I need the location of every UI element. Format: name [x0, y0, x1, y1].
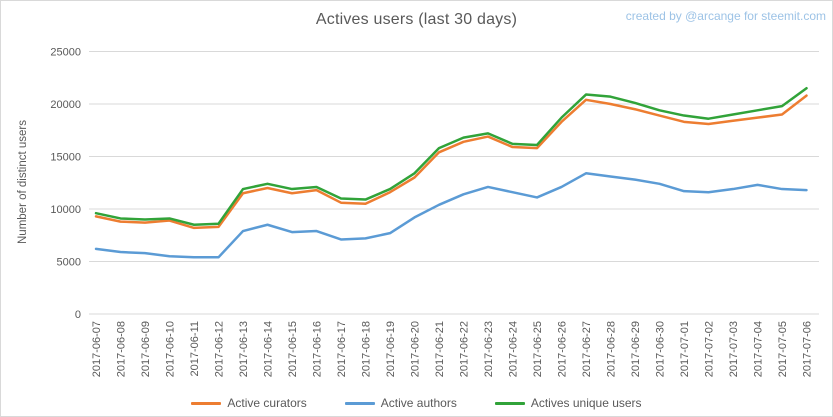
credit-text: created by @arcange for steemit.com	[625, 9, 826, 23]
x-tick-label: 2017-06-23	[483, 321, 495, 377]
x-tick-label: 2017-07-02	[704, 321, 716, 377]
x-tick-label: 2017-06-24	[508, 321, 520, 377]
x-tick-label: 2017-06-22	[459, 321, 471, 377]
legend-swatch-unique-icon	[494, 401, 525, 405]
x-tick-label: 2017-06-13	[238, 321, 250, 377]
x-tick-label: 2017-07-05	[777, 321, 789, 377]
y-tick-label: 20000	[50, 99, 81, 111]
legend-swatch-curators-icon	[191, 401, 222, 405]
x-tick-label: 2017-06-14	[263, 321, 275, 377]
legend-label-unique: Actives unique users	[530, 396, 642, 410]
y-tick-label: 15000	[50, 152, 81, 164]
x-tick-label: 2017-06-21	[434, 321, 446, 377]
series-line-2	[94, 87, 808, 226]
y-tick-label: 0	[75, 309, 81, 321]
legend-item-active-curators: Active curators	[191, 396, 307, 410]
x-tick-label: 2017-06-28	[606, 321, 618, 377]
legend-swatch-authors-icon	[344, 401, 375, 405]
x-tick-label: 2017-06-16	[312, 321, 324, 377]
y-tick-label: 25000	[50, 47, 81, 59]
x-tick-label: 2017-06-10	[165, 321, 177, 377]
legend-item-active-authors: Active authors	[344, 396, 457, 410]
x-tick-label: 2017-06-29	[630, 321, 642, 377]
x-tick-label: 2017-07-01	[679, 321, 691, 377]
x-tick-label: 2017-06-09	[140, 321, 152, 377]
x-tick-label: 2017-06-17	[336, 321, 348, 377]
x-tick-label: 2017-06-18	[361, 321, 373, 377]
x-tick-label: 2017-06-08	[116, 321, 128, 377]
x-tick-label: 2017-07-03	[728, 321, 740, 377]
legend-label-curators: Active curators	[227, 396, 307, 410]
x-tick-label: 2017-06-12	[214, 321, 226, 377]
x-tick-label: 2017-06-25	[532, 321, 544, 377]
x-tick-label: 2017-06-26	[557, 321, 569, 377]
chart-legend: Active curators Active authors Actives u…	[1, 396, 832, 410]
chart-title: Actives users (last 30 days)	[315, 11, 518, 28]
x-tick-label: 2017-06-15	[287, 321, 299, 377]
legend-item-actives-unique-users: Actives unique users	[494, 396, 642, 410]
x-tick-label: 2017-06-20	[410, 321, 422, 377]
x-tick-label: 2017-07-06	[802, 321, 814, 377]
legend-label-authors: Active authors	[380, 396, 457, 410]
x-tick-label: 2017-06-11	[189, 321, 201, 376]
x-tick-label: 2017-06-07	[91, 321, 103, 377]
x-tick-label: 2017-06-30	[655, 321, 667, 377]
x-tick-label: 2017-06-19	[385, 321, 397, 377]
y-tick-label: 10000	[50, 204, 81, 216]
x-tick-label: 2017-06-27	[581, 321, 593, 377]
series-line-1	[94, 172, 808, 259]
y-tick-label: 5000	[57, 257, 81, 269]
y-axis-title: Number of distinct users	[17, 120, 29, 244]
series-line-0	[94, 94, 808, 230]
x-tick-label: 2017-07-04	[753, 321, 765, 377]
